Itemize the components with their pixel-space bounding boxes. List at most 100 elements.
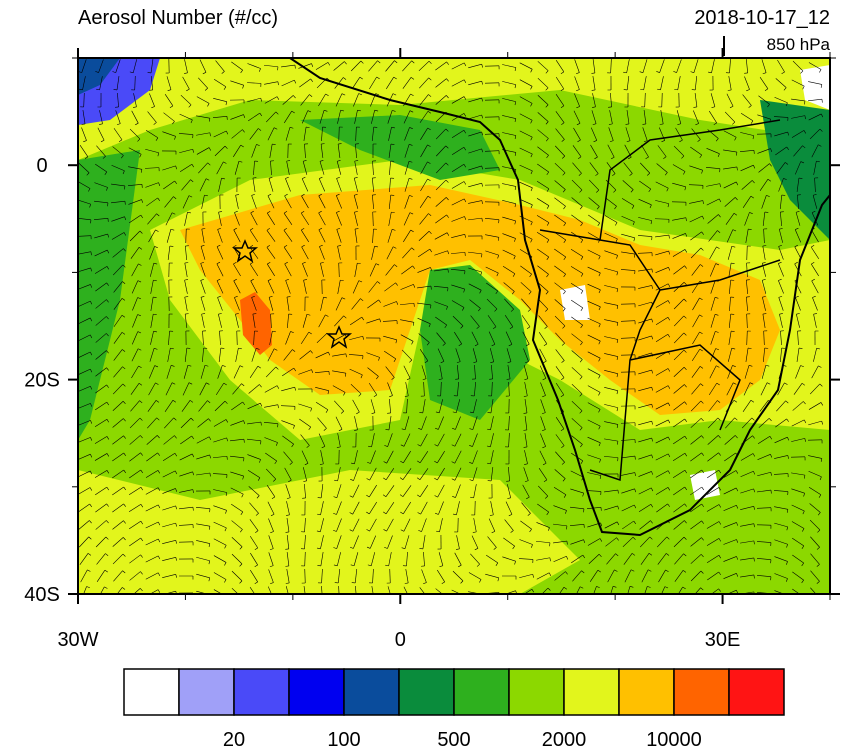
wind-barb <box>427 161 431 164</box>
wind-barb <box>268 518 274 532</box>
wind-barb <box>368 281 378 293</box>
wind-barb <box>171 382 176 385</box>
wind-barb <box>79 88 83 91</box>
wind-barb <box>677 123 681 125</box>
wind-barb <box>580 444 583 448</box>
wind-barb <box>308 426 311 431</box>
wind-barb <box>538 331 548 345</box>
wind-barb <box>90 470 93 475</box>
wind-barb <box>259 112 263 117</box>
wind-barb <box>598 306 601 311</box>
wind-barb <box>725 417 735 429</box>
wind-barb <box>621 455 635 459</box>
wind-barb <box>434 460 438 464</box>
wind-barb <box>726 93 734 107</box>
wind-barb <box>82 110 86 124</box>
wind-barb <box>541 429 546 432</box>
wind-barb <box>140 521 144 525</box>
wind-barb <box>250 280 258 294</box>
wind-barb <box>255 513 259 516</box>
wind-barb <box>207 103 210 107</box>
wind-barb <box>490 450 494 464</box>
wind-barb <box>134 75 136 91</box>
wind-barb <box>519 79 533 87</box>
wind-barb <box>773 473 789 475</box>
wind-barb <box>78 351 91 359</box>
wind-barb <box>519 96 533 104</box>
wind-barb <box>167 89 172 91</box>
wind-barb <box>816 160 820 163</box>
wind-barb <box>463 147 467 151</box>
wind-barb <box>88 188 91 192</box>
wind-barb <box>718 504 722 508</box>
wind-barb <box>489 514 494 516</box>
wind-barb <box>422 378 427 381</box>
wind-barb <box>139 417 143 421</box>
wind-barb <box>577 139 581 143</box>
wind-barb <box>354 160 359 162</box>
wind-barb <box>283 349 293 361</box>
wind-barb <box>579 393 583 397</box>
wind-barb <box>265 111 277 123</box>
wind-barb <box>344 61 347 65</box>
wind-barb <box>762 297 766 311</box>
wind-barb <box>528 291 532 295</box>
wind-barb <box>572 145 582 157</box>
wind-barb <box>638 301 652 307</box>
wind-barb <box>409 195 413 197</box>
wind-barb <box>180 435 192 445</box>
wind-barb <box>200 295 205 298</box>
wind-barb <box>99 110 103 124</box>
wind-barb <box>318 212 326 226</box>
wind-barb <box>301 227 305 231</box>
wind-barb <box>354 569 358 583</box>
wind-barb <box>691 383 701 395</box>
wind-barb <box>446 214 449 218</box>
wind-barb <box>616 390 619 395</box>
wind-barb <box>474 382 476 396</box>
wind-barb <box>321 446 326 449</box>
wind-barb <box>588 214 600 224</box>
wind-barb <box>797 195 799 209</box>
wind-barb <box>673 315 685 327</box>
wind-barb <box>336 193 340 196</box>
wind-barb <box>778 229 784 243</box>
wind-barb <box>768 418 772 422</box>
wind-barb <box>808 81 822 85</box>
wind-barb <box>366 546 371 549</box>
wind-barb <box>530 136 533 141</box>
wind-barb <box>249 229 259 243</box>
wind-barb <box>523 395 528 397</box>
wind-barb <box>218 348 222 362</box>
wind-barb <box>638 217 652 221</box>
wind-barb <box>196 472 210 476</box>
wind-barb <box>468 283 482 291</box>
wind-barb <box>633 520 637 525</box>
wind-barb <box>394 60 398 64</box>
wind-barb <box>231 401 243 411</box>
wind-barb <box>162 573 176 579</box>
wind-barb <box>154 365 159 368</box>
wind-barb <box>817 529 821 533</box>
wind-barb <box>514 561 516 565</box>
wind-barb <box>706 504 720 512</box>
wind-barb <box>651 318 654 323</box>
wind-barb <box>301 110 309 124</box>
wind-barb <box>267 501 275 515</box>
wind-barb <box>757 114 771 120</box>
wind-barb <box>655 234 669 238</box>
wind-barb <box>753 557 755 562</box>
wind-barb <box>320 297 324 311</box>
wind-barb <box>684 435 688 440</box>
wind-barb <box>90 403 93 407</box>
wind-barb <box>605 197 617 207</box>
wind-barb <box>791 504 805 512</box>
wind-barb <box>661 140 665 143</box>
wind-barb <box>655 419 669 427</box>
wind-barb <box>684 470 688 474</box>
wind-barb <box>684 503 687 507</box>
wind-barb <box>408 178 413 180</box>
wind-barb <box>247 438 261 442</box>
wind-barb <box>571 383 583 395</box>
wind-barb <box>479 579 482 583</box>
